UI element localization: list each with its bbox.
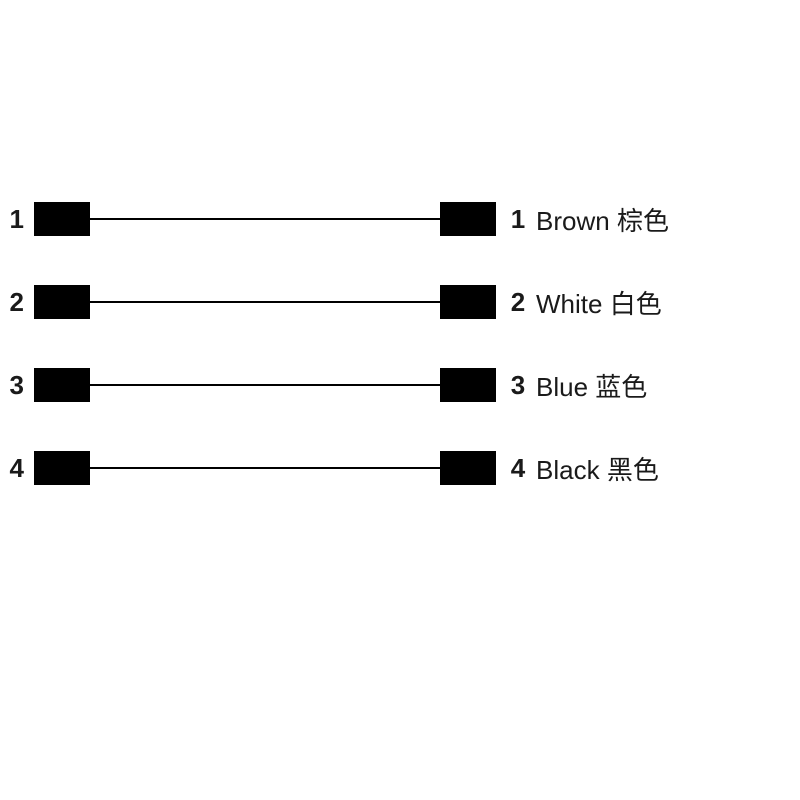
wiring-diagram: 1 1 Brown 棕色 2 2 White 白色 3 3 Blue 蓝色 4: [0, 200, 800, 532]
right-pin-number: 4: [496, 453, 530, 484]
wire-color-label: White 白色: [530, 284, 662, 321]
left-pin-number: 1: [0, 204, 30, 235]
right-pin-number: 1: [496, 204, 530, 235]
wire-line: [90, 218, 440, 220]
connector-right-icon: [440, 451, 496, 485]
right-pin-number: 2: [496, 287, 530, 318]
wire-row: 2 2 White 白色: [0, 283, 800, 321]
right-pin-number: 3: [496, 370, 530, 401]
connector-right-icon: [440, 202, 496, 236]
wire-color-label: Blue 蓝色: [530, 367, 647, 404]
connector-right-icon: [440, 285, 496, 319]
left-pin-number: 3: [0, 370, 30, 401]
wire-line: [90, 301, 440, 303]
wire-color-label: Brown 棕色: [530, 201, 669, 238]
connector-left-icon: [34, 451, 90, 485]
wire-row: 3 3 Blue 蓝色: [0, 366, 800, 404]
wire-row: 4 4 Black 黑色: [0, 449, 800, 487]
connector-left-icon: [34, 368, 90, 402]
wire-line: [90, 467, 440, 469]
left-pin-number: 2: [0, 287, 30, 318]
connector-left-icon: [34, 285, 90, 319]
wire-color-label: Black 黑色: [530, 450, 659, 487]
connector-right-icon: [440, 368, 496, 402]
wire-row: 1 1 Brown 棕色: [0, 200, 800, 238]
wire-line: [90, 384, 440, 386]
connector-left-icon: [34, 202, 90, 236]
left-pin-number: 4: [0, 453, 30, 484]
